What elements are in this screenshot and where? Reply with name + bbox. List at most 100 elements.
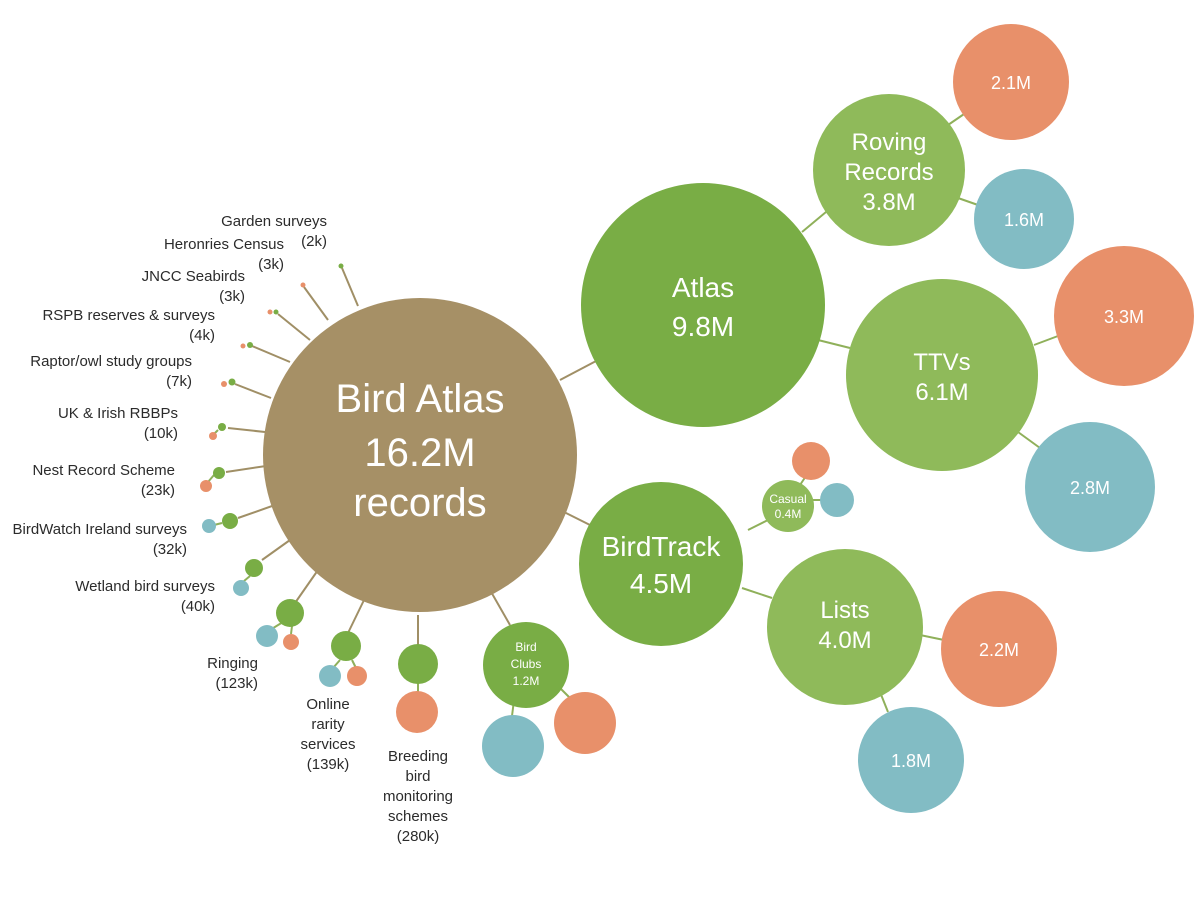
- ttvs-orange-node: 3.3M: [1054, 246, 1194, 386]
- atlas-node: Atlas 9.8M: [581, 183, 825, 427]
- link-root-rbbp: [227, 427, 266, 433]
- root-unit: records: [353, 481, 486, 525]
- label-rspb: RSPB reserves & surveys: [42, 307, 215, 324]
- lists-value: 4.0M: [818, 627, 871, 654]
- rspb-green-circle: [247, 342, 253, 348]
- value-nest: (23k): [141, 482, 175, 499]
- link-root-atlas: [559, 359, 599, 381]
- label-breeding-3: monitoring: [383, 788, 453, 805]
- value-heronries: (3k): [258, 256, 284, 273]
- roving-title-1: Roving: [852, 129, 927, 156]
- jncc-orange-circle: [267, 309, 273, 315]
- lists-title: Lists: [820, 597, 869, 624]
- roving-circle: [813, 94, 965, 246]
- lists-teal-value: 1.8M: [891, 751, 931, 771]
- roving-teal-circle: [974, 169, 1074, 269]
- roving-orange-node: 2.1M: [953, 24, 1069, 140]
- ttvs-value: 6.1M: [915, 379, 968, 406]
- label-garden: Garden surveys: [221, 213, 327, 230]
- ttvs-teal-node: 2.8M: [1025, 422, 1155, 552]
- ttvs-title: TTVs: [913, 349, 970, 376]
- root-node: Bird Atlas 16.2M records: [263, 298, 577, 612]
- lists-teal-circle: [858, 707, 964, 813]
- lists-node: Lists 4.0M: [767, 549, 923, 705]
- lists-orange-node: 2.2M: [941, 591, 1057, 707]
- jncc-green-circle: [273, 309, 279, 315]
- link-root-raptor: [234, 383, 272, 399]
- ttvs-node: TTVs 6.1M: [846, 279, 1038, 471]
- bird-clubs-title-1: Bird: [515, 640, 536, 654]
- wetland-teal-circle: [233, 580, 249, 596]
- birdtrack-node: BirdTrack 4.5M: [579, 482, 743, 646]
- roving-orange-value: 2.1M: [991, 73, 1031, 93]
- link-root-ringing: [294, 569, 319, 604]
- source-bubbles: [200, 263, 438, 733]
- casual-node: Casual 0.4M: [762, 480, 814, 532]
- ttvs-circle: [846, 279, 1038, 471]
- casual-teal-circle: [820, 483, 854, 517]
- birdtrack-value: 4.5M: [630, 568, 692, 599]
- birdtrack-circle: [579, 482, 743, 646]
- bird-clubs-orange-circle: [554, 692, 616, 754]
- value-raptor: (7k): [166, 373, 192, 390]
- link-ringing-orange: [290, 625, 293, 635]
- ringing-green-circle: [276, 599, 304, 627]
- label-online-1: Online: [306, 696, 349, 713]
- rbbp-orange-circle: [209, 432, 217, 440]
- online-teal-circle: [319, 665, 341, 687]
- link-lists-orange: [919, 634, 945, 641]
- value-rspb: (4k): [189, 327, 215, 344]
- birdwatch-teal-circle: [202, 519, 216, 533]
- value-ringing: (123k): [215, 675, 258, 692]
- label-breeding-2: bird: [405, 768, 430, 785]
- bird-clubs-node: Bird Clubs 1.2M: [483, 622, 569, 708]
- root-title: Bird Atlas: [336, 377, 505, 421]
- roving-records-node: Roving Records 3.8M: [813, 94, 965, 246]
- ringing-teal-circle: [256, 625, 278, 647]
- link-root-birdwatch: [237, 504, 276, 519]
- label-heronries: Heronries Census: [164, 236, 284, 253]
- label-rbbp: UK & Irish RBBPs: [58, 405, 178, 422]
- lists-circle: [767, 549, 923, 705]
- link-ttvs-orange: [1033, 335, 1059, 346]
- ttvs-teal-circle: [1025, 422, 1155, 552]
- label-jncc: JNCC Seabirds: [142, 268, 245, 285]
- garden-green-circle: [338, 263, 344, 269]
- source-labels: Garden surveys (2k) Heronries Census (3k…: [12, 213, 453, 845]
- rbbp-green-circle: [218, 423, 226, 431]
- ttvs-orange-circle: [1054, 246, 1194, 386]
- link-ttvs-teal: [1017, 431, 1041, 449]
- label-raptor: Raptor/owl study groups: [30, 353, 192, 370]
- ttvs-orange-value: 3.3M: [1104, 307, 1144, 327]
- nest-orange-circle: [200, 480, 212, 492]
- link-root-rspb: [251, 345, 291, 363]
- casual-value: 0.4M: [775, 507, 802, 521]
- label-breeding-4: schemes: [388, 808, 448, 825]
- label-birdwatch: BirdWatch Ireland surveys: [12, 521, 187, 538]
- online-orange-circle: [347, 666, 367, 686]
- link-root-garden: [341, 267, 359, 307]
- online-green-circle: [331, 631, 361, 661]
- birdtrack-title: BirdTrack: [602, 531, 722, 562]
- link-root-wetland: [261, 539, 291, 561]
- roving-teal-node: 1.6M: [974, 169, 1074, 269]
- bird-clubs-circle: [483, 622, 569, 708]
- label-ringing: Ringing: [207, 655, 258, 672]
- link-roving-teal: [957, 197, 979, 206]
- roving-value: 3.8M: [862, 189, 915, 216]
- value-garden: (2k): [301, 233, 327, 250]
- root-circle: [263, 298, 577, 612]
- link-atlas-roving: [801, 211, 827, 233]
- value-rbbp: (10k): [144, 425, 178, 442]
- raptor-orange-circle: [221, 381, 227, 387]
- link-birdtrack-casual: [747, 519, 769, 531]
- raptor-green-circle: [228, 378, 236, 386]
- ttvs-teal-value: 2.8M: [1070, 478, 1110, 498]
- label-online-3: services: [300, 736, 355, 753]
- bird-clubs-title-2: Clubs: [511, 657, 542, 671]
- lists-orange-circle: [941, 591, 1057, 707]
- root-value: 16.2M: [364, 431, 475, 475]
- nest-green-circle: [213, 467, 225, 479]
- label-wetland: Wetland bird surveys: [75, 578, 215, 595]
